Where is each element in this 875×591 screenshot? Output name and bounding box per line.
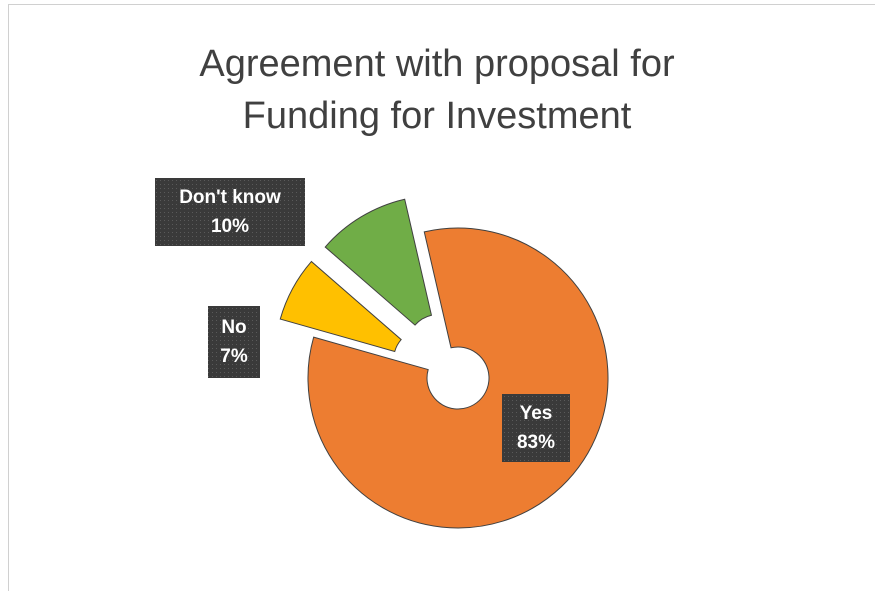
slice [279,260,402,353]
label-box [155,178,305,246]
data-label-category: Don't know [179,187,281,208]
data-label-value: 83% [517,432,555,453]
chart-border [8,4,875,591]
slice [307,227,609,529]
label-box [502,394,570,462]
data-label-value: 7% [220,346,248,367]
slice [324,198,433,326]
data-label-category: No [221,317,246,338]
label-box [208,306,260,378]
chart-title: Agreement with proposal for Funding for … [199,43,675,137]
data-label-value: 10% [211,216,249,237]
data-label-category: Yes [520,403,553,424]
